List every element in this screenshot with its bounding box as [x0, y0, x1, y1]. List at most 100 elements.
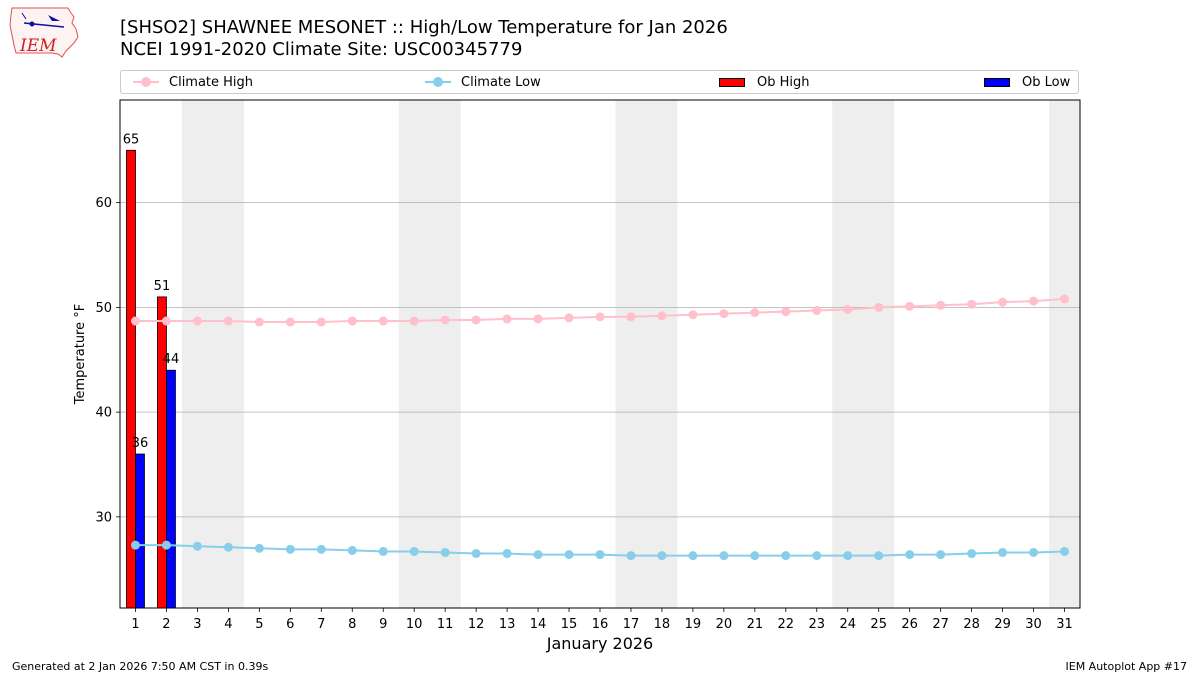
climate-low-point	[1029, 547, 1039, 557]
x-tick-label: 25	[870, 617, 887, 632]
y-tick-label: 30	[95, 510, 112, 525]
climate-low-point	[626, 551, 636, 561]
climate-low-point	[254, 543, 264, 553]
x-tick-label: 2	[162, 617, 170, 632]
climate-low-point	[502, 549, 512, 559]
x-tick-label: 24	[839, 617, 856, 632]
climate-high-point	[719, 309, 729, 319]
climate-high-point	[781, 307, 791, 317]
legend-item-climate-high: Climate High	[133, 71, 253, 93]
climate-high-point	[967, 299, 977, 309]
ob-high-swatch	[719, 77, 745, 87]
x-tick-label: 31	[1056, 617, 1073, 632]
climate-high-point	[564, 313, 574, 323]
x-tick-label: 12	[468, 617, 485, 632]
ob-low-bar	[166, 369, 176, 609]
climate-low-point	[874, 551, 884, 561]
x-tick-label: 16	[592, 617, 609, 632]
climate-high-point	[1029, 296, 1039, 306]
climate-low-point	[161, 540, 171, 550]
climate-high-point	[812, 306, 822, 316]
x-tick-label: 27	[932, 617, 949, 632]
legend-label-ob-high: Ob High	[757, 74, 810, 90]
climate-low-point	[812, 551, 822, 561]
climate-high-point	[440, 315, 450, 325]
climate-low-point	[130, 540, 140, 550]
ob-high-label: 51	[154, 279, 171, 294]
x-tick-label: 3	[193, 617, 201, 632]
x-tick-label: 19	[685, 617, 702, 632]
climate-low-point	[316, 544, 326, 554]
x-tick-label: 6	[286, 617, 294, 632]
x-tick-label: 17	[623, 617, 640, 632]
x-tick-label: 13	[499, 617, 516, 632]
y-tick-label: 50	[95, 301, 112, 316]
climate-high-point	[254, 317, 264, 327]
climate-high-point	[843, 304, 853, 314]
x-tick-label: 29	[994, 617, 1011, 632]
x-tick-label: 21	[747, 617, 764, 632]
legend-item-ob-low: Ob Low	[984, 71, 1070, 93]
climate-low-point	[192, 541, 202, 551]
climate-high-point	[998, 297, 1008, 307]
climate-high-point	[1060, 294, 1070, 304]
x-tick-label: 18	[654, 617, 671, 632]
legend-label-climate-low: Climate Low	[461, 74, 541, 90]
ob-low-swatch	[984, 77, 1010, 87]
climate-low-swatch	[425, 76, 451, 88]
climate-high-point	[595, 312, 605, 322]
climate-high-point	[874, 302, 884, 312]
legend: Climate High Climate Low Ob High Ob Low	[120, 70, 1079, 94]
weekend-shade	[615, 100, 678, 608]
x-tick-label: 22	[778, 617, 795, 632]
chart-subtitle: NCEI 1991-2020 Climate Site: USC00345779	[120, 39, 523, 60]
climate-low-point	[719, 551, 729, 561]
x-tick-label: 4	[224, 617, 232, 632]
climate-high-point	[285, 317, 295, 327]
footer-generated: Generated at 2 Jan 2026 7:50 AM CST in 0…	[12, 660, 269, 673]
climate-low-point	[533, 550, 543, 560]
climate-low-point	[471, 549, 481, 559]
x-tick-label: 23	[809, 617, 826, 632]
x-tick-label: 20	[716, 617, 733, 632]
climate-high-point	[936, 300, 946, 310]
x-tick-label: 1	[131, 617, 139, 632]
ob-low-bar	[135, 453, 145, 609]
climate-high-point	[409, 316, 419, 326]
climate-high-point	[905, 301, 915, 311]
legend-label-ob-low: Ob Low	[1022, 74, 1071, 90]
climate-low-point	[843, 551, 853, 561]
x-tick-label: 10	[406, 617, 423, 632]
ob-high-label: 65	[123, 132, 140, 147]
climate-high-point	[657, 311, 667, 321]
x-tick-label: 8	[348, 617, 356, 632]
climate-high-swatch	[133, 76, 159, 88]
climate-low-point	[409, 546, 419, 556]
x-tick-label: 7	[317, 617, 325, 632]
climate-low-point	[688, 551, 698, 561]
x-tick-label: 14	[530, 617, 547, 632]
climate-high-point	[688, 310, 698, 320]
y-axis-label: Temperature °F	[73, 304, 88, 405]
climate-high-point	[192, 316, 202, 326]
weekend-shade	[398, 100, 461, 608]
y-tick-label: 40	[95, 406, 112, 421]
climate-high-point	[750, 308, 760, 318]
chart-title: [SHSO2] SHAWNEE MESONET :: High/Low Temp…	[120, 17, 728, 38]
climate-high-point	[626, 312, 636, 322]
legend-label-climate-high: Climate High	[169, 74, 254, 90]
climate-low-point	[1060, 546, 1070, 556]
climate-high-point	[502, 314, 512, 324]
x-tick-label: 28	[963, 617, 980, 632]
climate-high-point	[533, 314, 543, 324]
climate-high-point	[161, 316, 171, 326]
x-tick-label: 9	[379, 617, 387, 632]
climate-low-point	[657, 551, 667, 561]
climate-low-point	[595, 550, 605, 560]
weekend-shade	[1049, 100, 1080, 608]
footer-app: IEM Autoplot App #17	[1065, 660, 1188, 673]
svg-text:IEM: IEM	[19, 36, 57, 56]
weekend-shade	[832, 100, 895, 608]
ob-low-label: 36	[132, 436, 149, 451]
